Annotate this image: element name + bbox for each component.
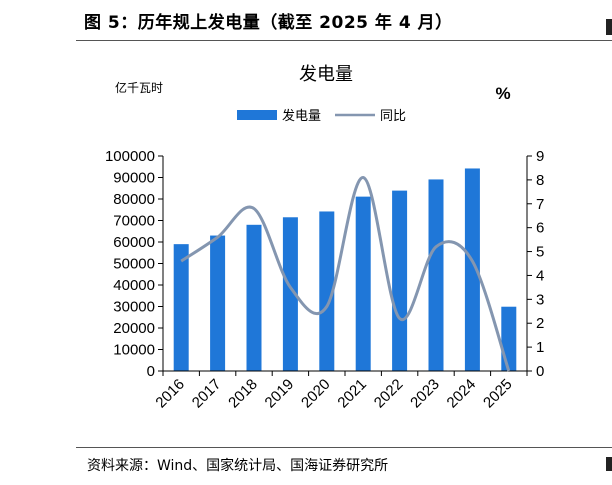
left-tick-label: 80000 — [113, 191, 155, 208]
x-tick-label: 2018 — [225, 376, 261, 412]
left-axis-unit: 亿千瓦时 — [115, 80, 163, 95]
x-tick-label: 2020 — [298, 376, 334, 412]
left-tick-label: 40000 — [113, 277, 155, 294]
x-tick-label: 2017 — [189, 376, 225, 412]
generation-chart: 发电量 亿千瓦时 % 发电量 同比 0 10000 20000 30000 40000 5… — [105, 64, 544, 411]
right-tick-label: 4 — [536, 267, 544, 284]
x-tick-label: 2016 — [152, 376, 188, 412]
chart-legend: 发电量 同比 — [237, 108, 406, 124]
right-tick-label: 8 — [536, 172, 544, 189]
footer-divider — [76, 447, 612, 448]
bar-2022 — [392, 190, 408, 371]
legend-swatch-generation — [237, 110, 277, 120]
left-tick-label: 90000 — [113, 170, 155, 187]
right-tick-label: 2 — [536, 315, 544, 332]
page-edge-mark-top — [606, 19, 612, 35]
right-tick-label: 3 — [536, 291, 544, 308]
chart-title: 发电量 — [299, 64, 353, 85]
bar-2021 — [355, 196, 371, 371]
left-tick-label: 70000 — [113, 213, 155, 230]
x-tick-label: 2025 — [480, 376, 516, 412]
plot-area: 0 10000 20000 30000 40000 50000 60000 70000 8000… — [105, 148, 544, 411]
right-axis-unit: % — [495, 84, 510, 103]
left-tick-label: 0 — [147, 363, 155, 380]
left-tick-label: 30000 — [113, 299, 155, 316]
legend-label-generation: 发电量 — [282, 108, 321, 124]
right-tick-label: 7 — [536, 196, 544, 213]
bar-2024 — [464, 168, 480, 371]
x-tick-label: 2024 — [444, 376, 480, 412]
right-tick-label: 5 — [536, 244, 544, 261]
bar-2018 — [246, 224, 262, 371]
right-tick-label: 9 — [536, 148, 544, 165]
right-tick-label: 0 — [536, 363, 544, 380]
title-divider — [76, 40, 612, 41]
x-tick-label: 2021 — [334, 376, 370, 412]
bar-2016 — [173, 244, 189, 371]
left-tick-label: 60000 — [113, 234, 155, 251]
legend-label-yoy: 同比 — [380, 109, 406, 124]
bar-2019 — [282, 217, 298, 371]
bar-2023 — [428, 179, 444, 371]
left-tick-label: 50000 — [113, 256, 155, 273]
x-tick-label: 2023 — [407, 376, 443, 412]
left-tick-label: 20000 — [113, 320, 155, 337]
right-tick-label: 1 — [536, 339, 544, 356]
bar-2020 — [319, 211, 335, 371]
left-tick-label: 10000 — [113, 342, 155, 359]
page-edge-mark-bottom — [606, 457, 612, 471]
right-tick-label: 6 — [536, 220, 544, 237]
bar-2017 — [210, 235, 226, 371]
x-tick-label: 2019 — [262, 376, 298, 412]
left-tick-label: 100000 — [105, 148, 155, 165]
figure-title: 图 5：历年规上发电量（截至 2025 年 4 月） — [84, 13, 453, 33]
yoy-line — [180, 175, 511, 372]
x-tick-label: 2022 — [371, 376, 407, 412]
source-note: 资料来源：Wind、国家统计局、国海证券研究所 — [87, 458, 389, 474]
bar-2025 — [501, 306, 517, 371]
